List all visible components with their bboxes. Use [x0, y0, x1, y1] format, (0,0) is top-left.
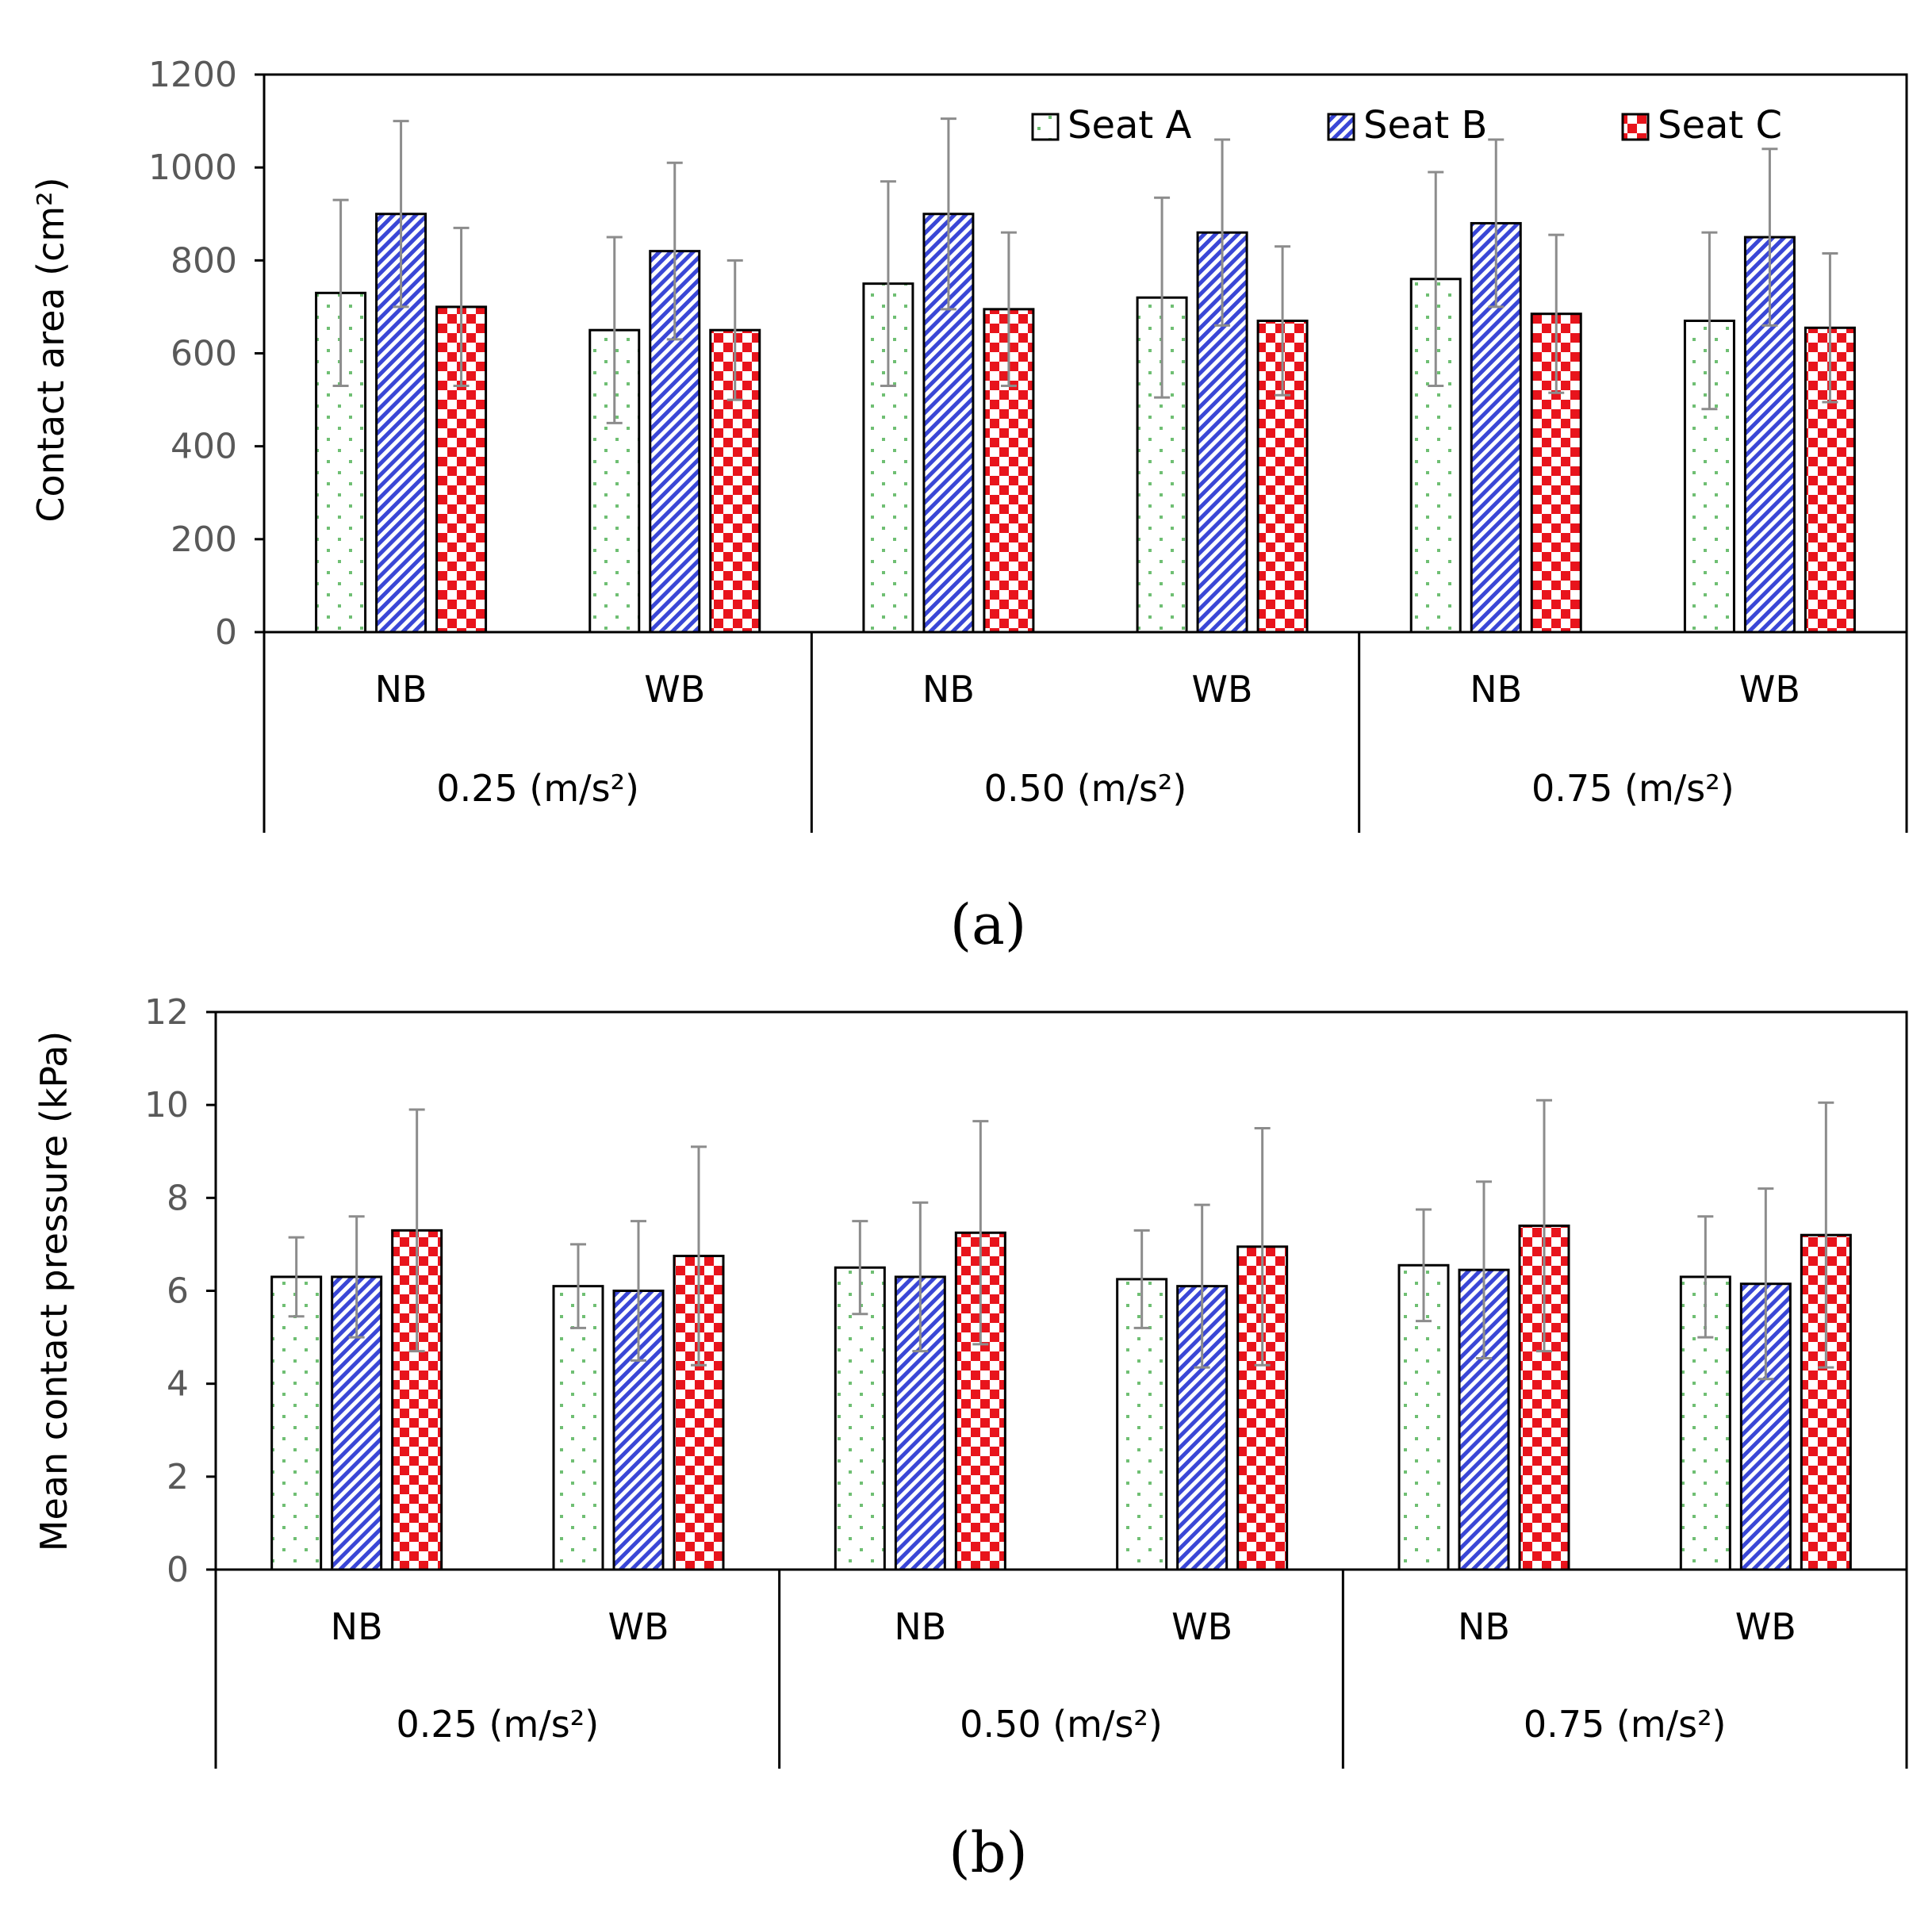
legend-label-seat-c: Seat C: [1658, 103, 1782, 148]
y-tick-label: 600: [171, 334, 237, 374]
mean-contact-pressure-chart: Mean contact pressure (kPa) 0 2 4 6 8 10 12 NB…: [33, 992, 1908, 1885]
x-category-label: WB: [644, 668, 705, 711]
y-tick-label: 4: [167, 1364, 189, 1405]
y-tick-label: 10: [144, 1085, 189, 1125]
x-category-label: WB: [1171, 1605, 1232, 1648]
y-axis-label: Mean contact pressure (kPa): [33, 1031, 75, 1551]
contact-area-chart: Contact area (cm²) 0 200 400 600 800 1000 1200…: [29, 55, 1908, 957]
legend-swatch-seat-a: [1031, 113, 1060, 141]
legend-swatch-seat-b: [1327, 113, 1355, 141]
bar-seat-b: [922, 213, 975, 634]
x-category-label: NB: [922, 668, 975, 711]
legend-label-seat-b: Seat B: [1363, 103, 1487, 148]
bar-seat-a: [270, 1275, 323, 1571]
x-category-label: NB: [331, 1605, 383, 1648]
y-tick-label: 2: [167, 1457, 189, 1497]
y-tick-label: 800: [171, 240, 237, 281]
bar-seat-a: [862, 282, 914, 634]
x-group-label: 0.75 (m/s²): [1524, 1703, 1727, 1746]
y-tick-label: 1200: [148, 55, 237, 95]
x-group-label: 0.50 (m/s²): [960, 1703, 1163, 1746]
y-tick-label: 8: [167, 1178, 189, 1218]
x-group-label: 0.25 (m/s²): [397, 1703, 600, 1746]
y-tick-label: 200: [171, 519, 237, 560]
legend-swatch-seat-c: [1621, 113, 1650, 141]
y-tick-label: 400: [171, 427, 237, 467]
panel-label-a: (a): [950, 892, 1026, 957]
x-category-label: NB: [1458, 1605, 1510, 1648]
bar-seat-b: [1458, 1268, 1510, 1571]
x-group-label: 0.75 (m/s²): [1531, 767, 1735, 810]
x-category-label: WB: [1739, 668, 1800, 711]
x-category-label: WB: [1735, 1605, 1796, 1648]
x-group-label: 0.25 (m/s²): [436, 767, 639, 810]
x-category-label: WB: [1192, 668, 1253, 711]
plot-area-border: [214, 1010, 1908, 1571]
x-category-label: WB: [608, 1605, 669, 1648]
y-tick-label: 0: [167, 1550, 189, 1590]
panel-label-b: (b): [949, 1820, 1027, 1885]
x-category-label: NB: [375, 668, 427, 711]
x-group-label: 0.50 (m/s²): [984, 767, 1187, 810]
y-axis-label: Contact area (cm²): [29, 177, 72, 522]
plot-area-border: [263, 73, 1908, 634]
y-tick-label: 1000: [148, 148, 237, 188]
y-tick-label: 6: [167, 1271, 189, 1312]
x-category-label: NB: [1470, 668, 1522, 711]
y-tick-label: 0: [215, 612, 237, 653]
bar-seat-a: [552, 1285, 604, 1571]
y-tick-label: 12: [144, 992, 189, 1033]
legend: Seat A Seat B Seat C: [1031, 103, 1782, 148]
x-category-label: NB: [894, 1605, 946, 1648]
legend-label-seat-a: Seat A: [1068, 103, 1191, 148]
